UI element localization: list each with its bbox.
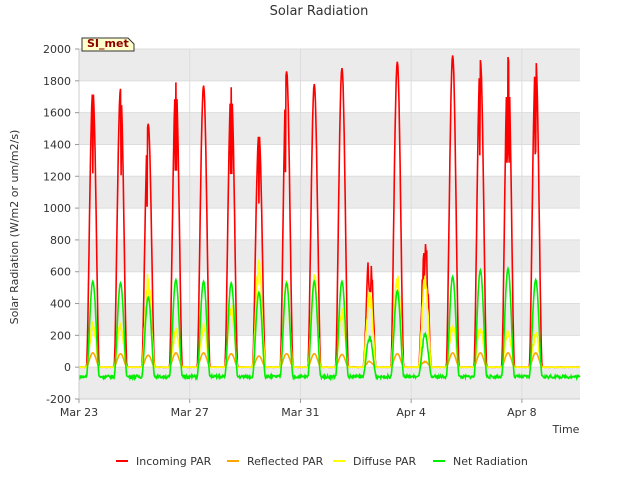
x-tick-label: Mar 27 <box>171 406 209 419</box>
x-tick-label: Mar 23 <box>60 406 98 419</box>
legend-label-net-radiation: Net Radiation <box>453 455 528 468</box>
x-axis-label: Time <box>552 423 580 436</box>
legend-label-incoming-par: Incoming PAR <box>136 455 212 468</box>
y-tick-label: 200 <box>50 329 71 342</box>
y-tick-label: 1000 <box>43 202 71 215</box>
y-tick-label: 800 <box>50 234 71 247</box>
x-tick-labels: Mar 23 Mar 27 Mar 31 Apr 4 Apr 8 <box>60 399 537 419</box>
x-tick-label: Mar 31 <box>281 406 319 419</box>
plot-bands <box>79 49 580 399</box>
diffuse-par-line <box>78 259 581 369</box>
legend-label-diffuse-par: Diffuse PAR <box>353 455 417 468</box>
y-tick-label: 1200 <box>43 170 71 183</box>
dataset-badge: SI_met <box>81 37 135 52</box>
y-tick-label: 600 <box>50 266 71 279</box>
legend-label-reflected-par: Reflected PAR <box>247 455 324 468</box>
y-tick-label: 1800 <box>43 75 71 88</box>
axes <box>78 49 580 400</box>
dataset-badge-label: SI_met <box>87 37 129 50</box>
net-radiation-line <box>78 265 581 382</box>
y-tick-label: 0 <box>64 361 71 374</box>
series-lines <box>78 55 581 382</box>
plot-band <box>79 176 580 209</box>
y-tick-labels: -200 0 200 400 600 800 1000 1200 1400 1600 1800 200… <box>43 43 79 406</box>
plot-background <box>79 49 580 399</box>
x-tick-label: Apr 8 <box>507 406 537 419</box>
y-tick-label: -200 <box>46 393 71 406</box>
plot-band <box>79 303 580 336</box>
plot-band <box>79 367 580 399</box>
legend: Incoming PAR Reflected PAR Diffuse PAR Net … <box>116 455 528 468</box>
y-tick-label: 2000 <box>43 43 71 56</box>
y-tick-label: 1400 <box>43 138 71 151</box>
plot-band <box>79 112 580 145</box>
x-tick-label: Apr 4 <box>396 406 426 419</box>
y-tick-label: 400 <box>50 298 71 311</box>
plot-band <box>79 49 580 81</box>
chart-title: Solar Radiation <box>270 4 369 19</box>
plot-band <box>79 239 580 272</box>
y-axis-label: Solar Radiation (W/m2 or um/m2/s) <box>8 130 21 325</box>
y-tick-label: 1600 <box>43 107 71 120</box>
